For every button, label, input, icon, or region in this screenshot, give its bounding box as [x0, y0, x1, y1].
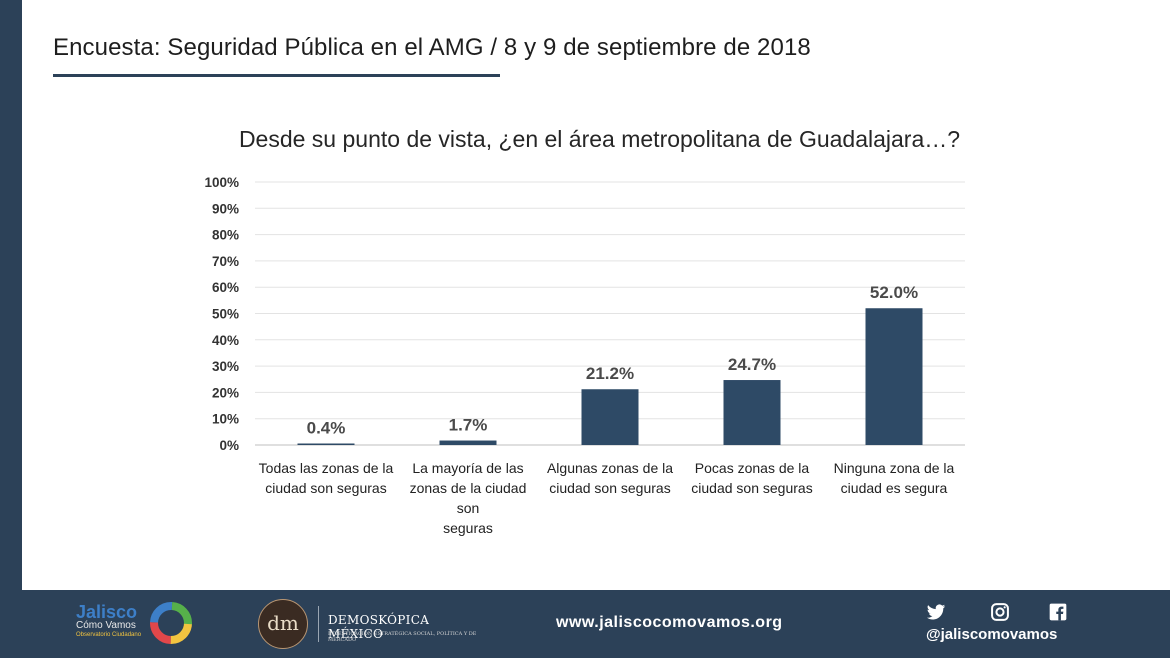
slide-canvas: Encuesta: Seguridad Pública en el AMG / … — [22, 0, 1170, 590]
x-category-label: Algunas zonas de la ciudad son seguras — [540, 458, 680, 498]
category-label-line: La mayoría de las — [412, 460, 524, 476]
x-category-label: Ninguna zona de la ciudad es segura — [824, 458, 964, 498]
category-label-line: Todas las zonas de la — [258, 460, 394, 476]
y-tick-label: 50% — [212, 307, 239, 322]
twitter-icon[interactable] — [926, 602, 946, 622]
bar — [297, 443, 355, 445]
y-tick-label: 30% — [212, 359, 239, 374]
y-tick-label: 10% — [212, 412, 239, 427]
y-tick-label: 20% — [212, 385, 239, 400]
y-tick-label: 90% — [212, 201, 239, 216]
color-ring-icon — [150, 602, 192, 644]
x-category-label: Todas las zonas de la ciudad son seguras — [256, 458, 396, 498]
logo-divider — [318, 606, 319, 642]
y-tick-label: 70% — [212, 254, 239, 269]
category-label-line: Ninguna zona de la — [833, 460, 955, 476]
category-label-line: Pocas zonas de la — [694, 460, 810, 476]
data-label: 21.2% — [586, 364, 634, 383]
y-tick-label: 60% — [212, 280, 239, 295]
category-label-line: seguras — [443, 520, 493, 536]
y-tick-label: 40% — [212, 333, 239, 348]
data-label: 1.7% — [449, 416, 488, 435]
logo-text-jalisco: Jalisco — [76, 602, 138, 622]
logo-tagline: INVESTIGACIÓN ESTRATÉGICA SOCIAL, POLÍTI… — [328, 631, 477, 643]
social-handle[interactable]: @jaliscomovamos — [926, 626, 1058, 643]
data-label: 52.0% — [870, 283, 918, 302]
category-label-line: zonas de la ciudad son — [409, 480, 527, 516]
demoscopica-mexico-logo[interactable]: dm DEMOSKÓPICA MÉXICO INVESTIGACIÓN ESTR… — [258, 598, 478, 650]
y-tick-label: 100% — [204, 175, 239, 190]
y-tick-label: 80% — [212, 228, 239, 243]
x-category-label: La mayoría de las zonas de la ciudad son s… — [398, 458, 538, 538]
y-tick-label: 0% — [219, 438, 239, 453]
x-category-label: Pocas zonas de la ciudad son seguras — [682, 458, 822, 498]
facebook-icon[interactable] — [1048, 602, 1068, 622]
social-links: @jaliscomovamos — [920, 602, 1080, 652]
bar — [581, 389, 639, 445]
chart-title: Desde su punto de vista, ¿en el área met… — [238, 126, 961, 152]
page-title: Encuesta: Seguridad Pública en el AMG / … — [53, 34, 811, 61]
logo-text-observatorio: Observatorio Ciudadano — [76, 632, 142, 638]
jalisco-como-vamos-logo[interactable]: Jalisco Cómo Vamos Observatorio Ciudadan… — [72, 600, 202, 646]
title-underline — [53, 74, 500, 77]
category-label-line: ciudad son seguras — [691, 480, 813, 496]
category-label-line: Algunas zonas de la — [546, 460, 674, 476]
dm-monogram: dm — [258, 599, 308, 649]
instagram-icon[interactable] — [990, 602, 1010, 622]
bar — [865, 308, 923, 445]
logo-text-como-vamos: Cómo Vamos — [76, 620, 136, 631]
category-label-line: ciudad son seguras — [265, 480, 387, 496]
footer-bar: Jalisco Cómo Vamos Observatorio Ciudadan… — [0, 590, 1170, 658]
category-label-line: ciudad son seguras — [549, 480, 671, 496]
logo-text-demoscopica: DEMOSKÓPICA MÉXICO — [328, 613, 430, 641]
bar — [439, 440, 497, 445]
website-link[interactable]: www.jaliscocomovamos.org — [556, 614, 783, 631]
data-label: 0.4% — [307, 419, 346, 438]
data-label: 24.7% — [728, 355, 776, 374]
bar-chart: 0% 10% 20% 30% 40% 50% 60% 70% 80% 90% 100% 0.4% 1.7… — [204, 175, 965, 453]
category-label-line: ciudad es segura — [840, 480, 948, 496]
bar — [723, 380, 781, 445]
